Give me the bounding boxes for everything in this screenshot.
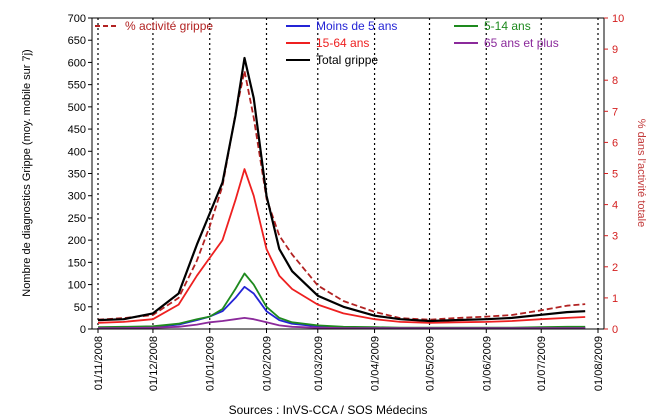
y-axis-right: 0 1 2 3 4 5 6 7 8 9 10 [604,13,624,336]
legend-label: 15-64 ans [316,36,369,50]
y-left-tick-label: 650 [68,35,86,47]
series-line-65-ans-et-plus [98,316,586,330]
y-right-tick-label: 6 [612,137,618,149]
legend: % activité grippe Moins de 5 ans 5-14 ans 1… [95,19,559,67]
x-tick-label: 01/02/2009 [261,336,273,391]
x-tick-label: 01/08/2009 [593,336,605,391]
series-line-15-64-ans [97,168,586,324]
legend-label: Total grippe [316,53,378,67]
x-tick-label: 01/05/2009 [425,336,437,391]
y-left-tick-label: 400 [68,146,86,158]
x-axis: 01/11/2008 01/12/2008 01/01/2009 01/02/2009… [93,329,605,391]
x-tick-label: 01/01/2009 [205,336,217,391]
y-left-tick-label: 700 [68,13,86,25]
y-left-tick-label: 600 [68,57,86,69]
y-right-tick-label: 0 [612,324,618,336]
y-left-tick-label: 300 [68,191,86,203]
y-right-tick-label: 8 [612,75,618,87]
y-axis-left: 0 50 100 150 200 250 300 350 400 450 500 550 600 650 7… [68,13,92,336]
x-tick-label: 01/06/2009 [481,336,493,391]
series-layer [97,56,586,330]
y-right-tick-label: 2 [612,262,618,274]
x-tick-label: 01/07/2009 [536,336,548,391]
y-right-tick-label: 7 [612,106,618,118]
y-right-tick-label: 9 [612,44,618,56]
y-axis-left-title: Nombre de diagnostics Grippe (moy. mobil… [21,49,33,296]
x-tick-label: 01/11/2008 [93,336,105,390]
y-left-tick-label: 100 [68,280,86,292]
legend-label: Moins de 5 ans [316,19,397,33]
series-line-activit-grippe [97,70,586,321]
y-left-tick-label: 500 [68,102,86,114]
y-left-tick-label: 0 [80,324,86,336]
y-right-tick-label: 10 [612,13,624,25]
y-right-tick-label: 4 [612,200,618,212]
y-right-tick-label: 5 [612,169,618,181]
legend-label: % activité grippe [125,19,213,33]
x-tick-label: 01/12/2008 [148,336,160,391]
y-left-tick-label: 250 [68,213,86,225]
series-line-total-grippe [97,56,586,323]
source-caption: Sources : InVS-CCA / SOS Médecins [229,403,428,417]
x-tick-label: 01/03/2009 [313,336,325,391]
y-left-tick-label: 450 [68,124,86,136]
y-left-tick-label: 50 [74,302,86,314]
legend-label: 5-14 ans [484,19,531,33]
y-left-tick-label: 350 [68,169,86,181]
y-right-tick-label: 3 [612,231,618,243]
y-axis-right-title: % dans l'activité totale [635,119,647,228]
grid-layer [97,18,599,329]
y-left-tick-label: 150 [68,257,86,269]
legend-label: 65 ans et plus [484,36,559,50]
x-tick-label: 01/04/2009 [370,336,382,391]
y-left-tick-label: 200 [68,235,86,247]
y-right-tick-label: 1 [612,293,618,305]
y-left-tick-label: 550 [68,80,86,92]
